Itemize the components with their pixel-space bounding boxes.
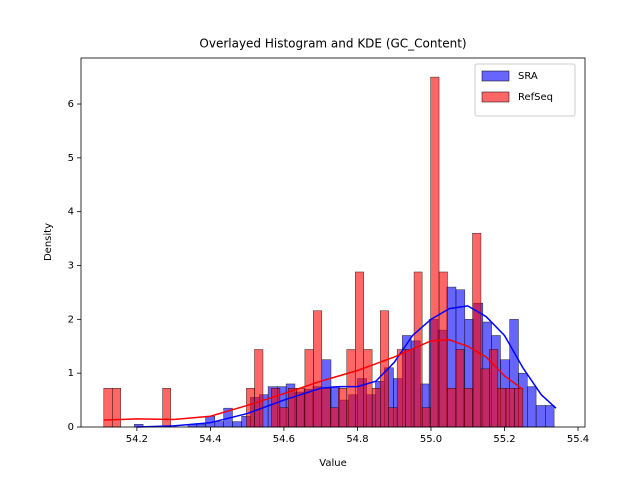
x-tick-label: 55.0 bbox=[420, 434, 442, 445]
histogram-bar bbox=[545, 405, 555, 428]
histogram-bar bbox=[288, 387, 297, 428]
legend: SRA RefSeq bbox=[474, 63, 576, 117]
legend-swatch bbox=[481, 91, 510, 103]
histogram-bar bbox=[413, 271, 423, 428]
histogram-bar bbox=[455, 349, 465, 428]
histogram-bar bbox=[111, 387, 121, 428]
histogram-bar bbox=[514, 387, 524, 428]
histogram-bar bbox=[388, 407, 398, 428]
x-tick-label: 54.6 bbox=[273, 434, 295, 445]
plot-frame bbox=[80, 57, 586, 428]
histogram-bar bbox=[313, 310, 323, 428]
y-axis-label: Density bbox=[43, 223, 54, 261]
histogram-bar bbox=[214, 421, 224, 428]
histogram-bar bbox=[279, 407, 289, 428]
y-tick-label: 5 bbox=[68, 153, 74, 164]
histogram-bar bbox=[329, 407, 339, 428]
histogram-bar bbox=[430, 76, 440, 428]
histogram-bar bbox=[162, 387, 171, 428]
histogram-bar bbox=[246, 387, 255, 428]
y-tick-label: 3 bbox=[68, 261, 74, 272]
x-tick-label: 54.4 bbox=[199, 434, 221, 445]
histogram-bar bbox=[497, 387, 507, 428]
histogram-bar bbox=[196, 424, 206, 428]
y-tick-label: 1 bbox=[68, 368, 74, 379]
legend-label: RefSeq bbox=[518, 92, 553, 103]
chart-title: Overlayed Histogram and KDE (GC_Content) bbox=[199, 37, 466, 51]
histogram-bar bbox=[421, 407, 431, 428]
y-tick-label: 0 bbox=[68, 422, 74, 433]
x-axis-label: Value bbox=[319, 458, 346, 469]
histogram-bar bbox=[304, 349, 314, 428]
y-tick-label: 6 bbox=[68, 99, 74, 110]
histogram-bar bbox=[505, 387, 515, 428]
histogram-bar bbox=[472, 232, 482, 428]
y-tick-label: 2 bbox=[68, 314, 74, 325]
histogram-bar bbox=[480, 368, 490, 428]
histogram-bar bbox=[527, 386, 537, 428]
x-tick-label: 54.2 bbox=[126, 434, 148, 445]
histogram-bar bbox=[405, 349, 415, 428]
x-tick-label: 55.4 bbox=[567, 434, 589, 445]
histogram-bar bbox=[354, 271, 364, 428]
kde-line bbox=[103, 339, 524, 421]
x-tick-label: 54.8 bbox=[346, 434, 368, 445]
histogram-bar bbox=[371, 387, 381, 428]
histogram-bar bbox=[254, 349, 264, 428]
x-tick-label: 55.2 bbox=[493, 434, 515, 445]
histogram-bar bbox=[535, 405, 546, 428]
histogram-bar bbox=[447, 387, 457, 428]
histogram-bar bbox=[271, 387, 281, 428]
histogram-bar bbox=[396, 349, 406, 428]
histogram-bar bbox=[232, 421, 242, 428]
kde-line bbox=[136, 305, 557, 428]
histogram-bar bbox=[103, 387, 113, 428]
histogram-bar bbox=[438, 271, 448, 428]
histogram-bar bbox=[363, 349, 373, 428]
legend-swatch bbox=[481, 70, 510, 82]
y-tick-label: 4 bbox=[68, 207, 74, 218]
legend-label: SRA bbox=[518, 71, 538, 82]
histogram-bar bbox=[321, 387, 331, 428]
histogram-bar bbox=[463, 387, 473, 428]
histogram-bar bbox=[338, 387, 348, 428]
histogram-bar bbox=[346, 349, 356, 428]
